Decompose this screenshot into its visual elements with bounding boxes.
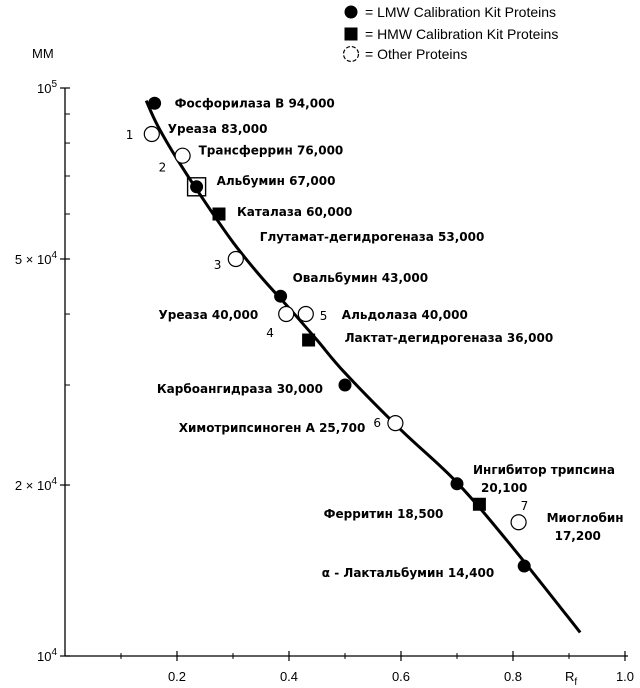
point-filled-square [212, 207, 226, 221]
point-number: 3 [214, 258, 222, 272]
point-box-marker [186, 177, 207, 197]
point-filled-circle [450, 477, 464, 491]
point-label: Альдолаза 40,000 [342, 308, 468, 322]
point-label: Карбоангидраза 30,000 [157, 382, 323, 396]
legend-label: = Other Proteins [365, 46, 467, 62]
point-filled-square [302, 333, 316, 347]
point-filled-circle [338, 378, 352, 392]
point-label: Уреаза 40,000 [159, 308, 259, 322]
x-tick-label: 0.2 [168, 669, 186, 684]
point-number: 6 [373, 416, 381, 430]
point-open-circle [227, 250, 244, 268]
point-filled-circle [190, 180, 204, 194]
point-label: Трансферрин 76,000 [199, 144, 344, 158]
point-label: Лактат-дегидрогеназа 36,000 [345, 331, 554, 345]
y-tick-label: 104 [37, 647, 57, 664]
point-number: 2 [159, 161, 167, 175]
point-open-circle [143, 125, 160, 143]
legend-filled-circle [344, 5, 358, 19]
point-filled-circle [148, 96, 162, 110]
x-ticks: 0.2 0.4 0.6 0.8 1.0 [120, 651, 634, 684]
y-tick-label: 105 [37, 79, 57, 96]
point-open-circle [174, 147, 191, 164]
point-label: Глутамат-дегидрогеназа 53,000 [260, 230, 485, 244]
point-number: 7 [521, 499, 529, 513]
point-open-circle [278, 305, 295, 323]
y-minor-ticks [65, 113, 70, 486]
point-label: Фосфорилаза B 94,000 [175, 96, 335, 110]
y-tick-label: 2 × 104 [15, 476, 58, 493]
y-tick-label: 5 × 104 [15, 250, 58, 267]
y-major-ticks: 105 5 × 104 2 × 104 104 [15, 79, 70, 664]
point-label: Альбумин 67,000 [217, 174, 336, 188]
point-filled-square [472, 497, 486, 511]
point-label: Ферритин 18,500 [324, 507, 444, 521]
legend-label: = LMW Calibration Kit Proteins [365, 4, 556, 20]
point-number: 4 [266, 326, 274, 340]
x-tick-label: 0.6 [392, 669, 410, 684]
point-filled-circle [274, 289, 288, 303]
legend-open-circle [342, 45, 360, 63]
point-open-circle [387, 415, 404, 432]
x-axis-title: Rf [565, 669, 577, 688]
point-label: Ингибитор трипсина 20,100 [473, 463, 615, 495]
point-number: 1 [126, 128, 134, 142]
y-axis-title: MM [32, 46, 54, 61]
point-label: Миоглобин 17,200 [547, 511, 624, 543]
point-label: Уреаза 83,000 [168, 122, 268, 136]
point-label: Овальбумин 43,000 [293, 271, 428, 285]
point-open-circle [510, 514, 527, 531]
legend-filled-square [344, 27, 358, 41]
point-label: Каталаза 60,000 [237, 205, 352, 219]
x-tick-label: 0.4 [280, 669, 298, 684]
axes: MM Rf [32, 46, 628, 688]
legend-label: = HMW Calibration Kit Proteins [365, 26, 558, 42]
x-tick-label: 1.0 [616, 669, 634, 684]
calibration-curve [144, 100, 582, 634]
x-tick-label: 0.8 [504, 669, 522, 684]
point-label: α - Лактальбумин 14,400 [322, 566, 494, 580]
legend: = LMW Calibration Kit Proteins = HMW Cali… [342, 4, 558, 63]
point-labels: Фосфорилаза B 94,000 Уреаза 83,000 1 Трансф… [126, 96, 624, 580]
point-open-circle [297, 305, 314, 323]
point-number: 5 [320, 309, 328, 323]
point-label: Химотрипсиноген А 25,700 [179, 421, 366, 435]
point-filled-circle [517, 559, 531, 573]
data-points [143, 96, 531, 573]
